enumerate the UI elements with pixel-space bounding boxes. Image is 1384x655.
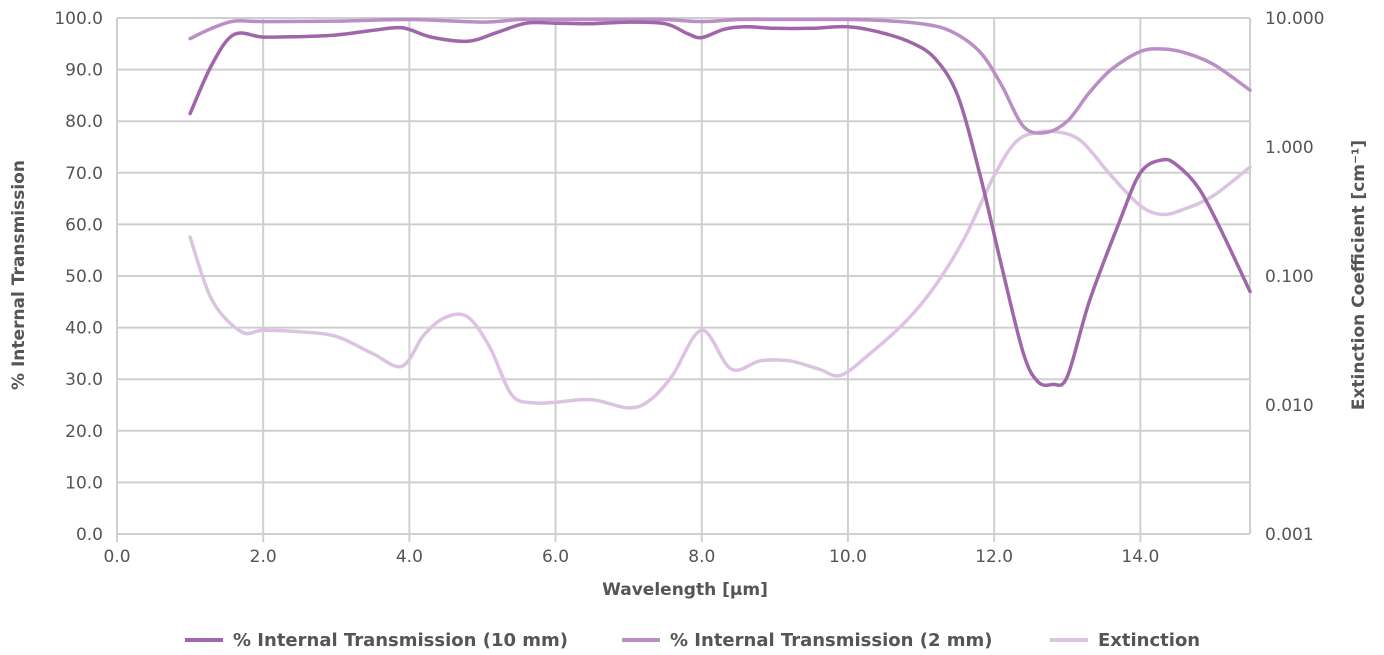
right-tick-label: 10.000 xyxy=(1265,9,1324,29)
left-tick-label: 100.0 xyxy=(54,9,103,29)
left-tick-label: 60.0 xyxy=(65,215,103,235)
legend-label: % Internal Transmission (2 mm) xyxy=(670,630,992,651)
right-tick-label: 0.001 xyxy=(1265,525,1314,545)
right-tick-label: 1.000 xyxy=(1265,138,1314,158)
left-tick-label: 30.0 xyxy=(65,370,103,390)
legend-label: % Internal Transmission (10 mm) xyxy=(233,630,568,651)
x-tick-label: 8.0 xyxy=(688,547,715,567)
x-tick-label: 10.0 xyxy=(829,547,867,567)
left-axis-title: % Internal Transmission xyxy=(9,160,29,390)
x-tick-label: 6.0 xyxy=(542,547,569,567)
legend-item-transmission-10mm: % Internal Transmission (10 mm) xyxy=(185,630,568,651)
left-tick-label: 70.0 xyxy=(65,164,103,184)
left-tick-label: 40.0 xyxy=(65,319,103,339)
left-tick-label: 0.0 xyxy=(76,525,103,545)
legend-item-transmission-2mm: % Internal Transmission (2 mm) xyxy=(622,630,992,651)
legend-label: Extinction xyxy=(1098,630,1200,651)
series-layer xyxy=(188,17,1252,410)
x-axis-ticks: 0.0 2.0 4.0 6.0 8.0 10.0 12.0 14.0 xyxy=(103,547,1159,567)
x-axis-title: Wavelength [µm] xyxy=(602,580,768,600)
legend-item-extinction: Extinction xyxy=(1050,630,1200,651)
left-tick-label: 10.0 xyxy=(65,473,103,493)
left-tick-label: 80.0 xyxy=(65,112,103,132)
series-transmission-10mm xyxy=(188,20,1252,388)
series-transmission-2mm xyxy=(188,17,1252,135)
right-axis-ticks: 0.001 0.010 0.100 1.000 10.000 xyxy=(1265,9,1324,545)
x-tick-label: 12.0 xyxy=(975,547,1013,567)
x-tick-label: 2.0 xyxy=(250,547,277,567)
right-axis-title: Extinction Coefficient [cm⁻¹] xyxy=(1349,140,1369,410)
left-tick-label: 50.0 xyxy=(65,267,103,287)
left-tick-label: 20.0 xyxy=(65,422,103,442)
x-tick-label: 14.0 xyxy=(1121,547,1159,567)
right-tick-label: 0.010 xyxy=(1265,396,1314,416)
left-axis-ticks: 0.0 10.0 20.0 30.0 40.0 50.0 60.0 70.0 80.0 90.0 1… xyxy=(54,9,103,545)
series-extinction xyxy=(188,129,1252,410)
grid xyxy=(116,17,1251,542)
left-tick-label: 90.0 xyxy=(65,61,103,81)
x-tick-label: 0.0 xyxy=(103,547,130,567)
right-tick-label: 0.100 xyxy=(1265,267,1314,287)
legend: % Internal Transmission (10 mm) % Interna… xyxy=(185,630,1200,651)
x-tick-label: 4.0 xyxy=(396,547,423,567)
